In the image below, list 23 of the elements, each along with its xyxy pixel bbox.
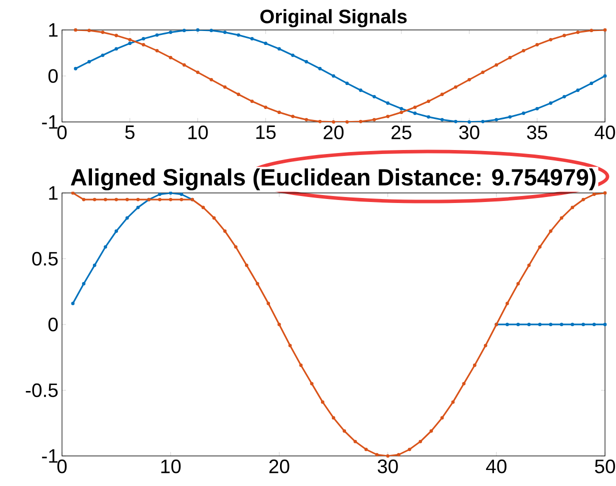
x-tick-label: 5 bbox=[125, 126, 134, 140]
x-tick-label: 10 bbox=[188, 126, 208, 140]
x-tick-label: 25 bbox=[392, 126, 412, 140]
y-tick-label: 1 bbox=[49, 186, 58, 200]
x-tick-label: 10 bbox=[161, 460, 181, 474]
x-tick-label: 20 bbox=[269, 460, 290, 474]
x-tick-label: 50 bbox=[594, 460, 616, 474]
y-tick-label: 1 bbox=[49, 23, 58, 37]
y-tick-label: 0.5 bbox=[32, 252, 58, 266]
chart-title: Aligned Signals (Euclidean Distance: 9.754979) bbox=[70, 168, 596, 190]
y-tick-label: -1 bbox=[42, 115, 58, 129]
x-tick-label: 40 bbox=[594, 126, 616, 140]
x-tick-label: 30 bbox=[378, 460, 398, 474]
y-tick-label: 0 bbox=[48, 318, 58, 332]
chart-title: Original Signals bbox=[260, 9, 407, 28]
y-tick-label: 0 bbox=[48, 69, 58, 83]
y-tick-label: -1 bbox=[42, 449, 58, 463]
x-tick-label: 40 bbox=[486, 460, 506, 474]
y-tick-label: -0.5 bbox=[26, 383, 58, 398]
x-tick-label: 20 bbox=[324, 126, 344, 140]
x-tick-label: 30 bbox=[459, 126, 480, 140]
x-tick-label: 15 bbox=[256, 126, 276, 140]
x-tick-label: 35 bbox=[527, 126, 548, 140]
